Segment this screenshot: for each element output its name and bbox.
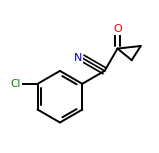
Text: Cl: Cl: [11, 79, 21, 89]
Text: O: O: [113, 24, 122, 34]
Text: N: N: [74, 53, 82, 63]
